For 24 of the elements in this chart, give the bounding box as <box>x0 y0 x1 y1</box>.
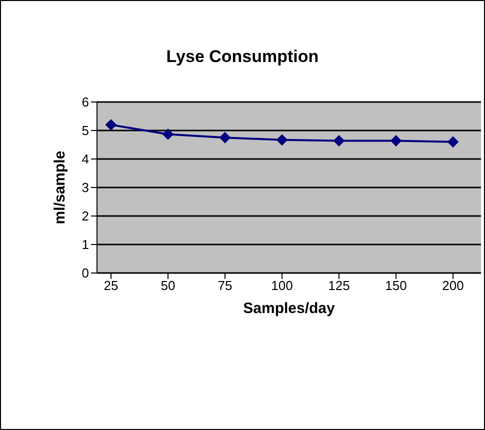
x-tick-label: 75 <box>218 278 232 294</box>
y-axis-title: ml/sample <box>51 150 68 224</box>
point <box>448 136 458 148</box>
y-tick-label: 6 <box>82 94 89 110</box>
y-tick-label: 1 <box>82 237 89 252</box>
y-tick-label: 2 <box>82 208 89 224</box>
x-tick-label: 50 <box>160 278 176 294</box>
point <box>276 134 288 146</box>
point <box>106 119 116 130</box>
x-tick-label: 150 <box>385 278 407 294</box>
y-tick-label: 4 <box>82 152 89 167</box>
y-tick-label: 0 <box>82 266 89 281</box>
y-tick-label: 5 <box>82 123 89 138</box>
x-tick-label: 100 <box>271 278 293 294</box>
point <box>334 135 344 146</box>
x-tick-label: 125 <box>328 278 350 294</box>
chart-title: Lyse Consumption <box>165 47 320 67</box>
point <box>162 128 174 140</box>
point <box>220 132 230 144</box>
point <box>390 135 402 146</box>
x-tick-label: 200 <box>442 278 464 294</box>
x-tick-label: 25 <box>104 278 118 294</box>
x-axis-title: Samples/day <box>243 300 336 317</box>
y-tick-label: 3 <box>82 180 89 196</box>
